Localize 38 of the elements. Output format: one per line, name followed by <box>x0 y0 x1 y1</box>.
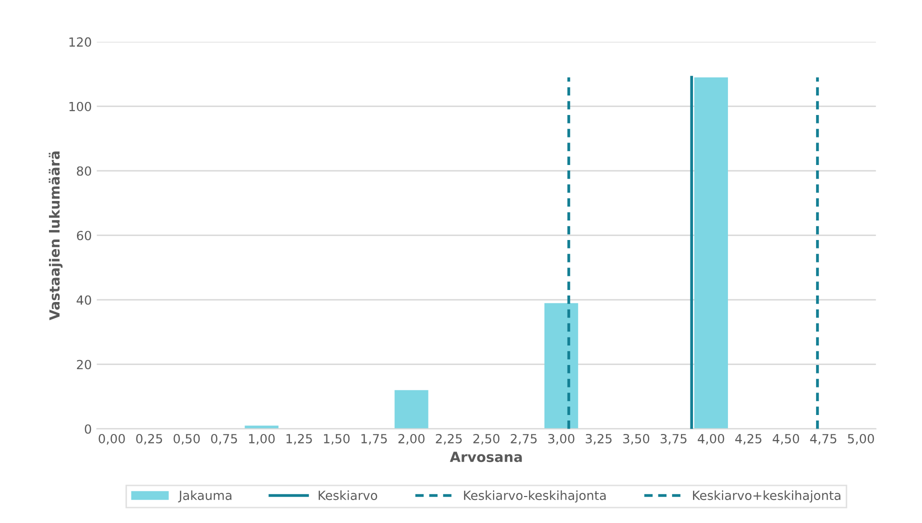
x-tick-label: 3,75 <box>660 434 686 445</box>
x-tick-label: 4,75 <box>810 434 836 445</box>
x-tick-label: 4,25 <box>735 434 762 445</box>
x-tick-label: 0,75 <box>211 434 237 445</box>
x-tick-label: 2,00 <box>398 434 425 445</box>
x-axis-title: Arvosana <box>450 452 522 462</box>
y-tick-label: 60 <box>76 230 92 240</box>
bar <box>394 390 428 429</box>
x-tick-label: 2,50 <box>473 434 500 445</box>
x-tick-label: 5,00 <box>848 434 874 445</box>
x-tick-label: 3,50 <box>623 434 650 445</box>
legend-label: Jakauma <box>178 490 232 502</box>
legend-label: Keskiarvo+keskihajonta <box>693 490 840 503</box>
y-tick-label: 0 <box>84 424 92 434</box>
x-tick-label: 3,00 <box>548 434 574 445</box>
x-tick-label: 1,25 <box>286 434 312 445</box>
x-tick-label: 3,25 <box>586 434 612 445</box>
legend-label: Keskiarvo <box>318 490 378 500</box>
y-axis-title: Vastaajien lukumäärä <box>48 152 63 320</box>
x-tick-label: 4,00 <box>698 434 724 445</box>
bar <box>694 77 728 429</box>
y-tick-label: 120 <box>69 37 92 47</box>
x-tick-label: 0,25 <box>136 434 162 445</box>
x-tick-label: 2,75 <box>510 434 537 445</box>
x-tick-label: 0,00 <box>98 434 125 445</box>
x-tick-label: 1,00 <box>249 434 275 445</box>
y-tick-label: 40 <box>76 295 92 305</box>
x-tick-label: 2,25 <box>436 434 462 445</box>
x-tick-label: 0,50 <box>174 434 200 445</box>
y-tick-label: 100 <box>69 102 92 112</box>
x-tick-label: 4,50 <box>772 434 800 445</box>
bar <box>544 303 578 429</box>
bar <box>244 426 278 429</box>
legend-label: Keskiarvo-keskihajonta <box>464 490 606 503</box>
y-tick-label: 80 <box>76 166 92 176</box>
x-tick-label: 1,50 <box>324 434 350 445</box>
x-tick-label: 1,75 <box>361 434 387 445</box>
y-tick-label: 20 <box>76 360 92 370</box>
